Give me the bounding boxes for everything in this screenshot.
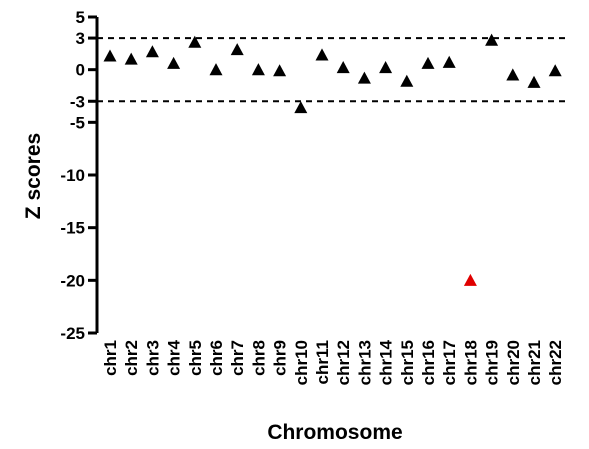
point-chr13 <box>357 71 371 84</box>
x-tick-label: chr7 <box>228 340 247 376</box>
x-tick-label: chr15 <box>398 340 417 385</box>
x-tick-label: chr9 <box>271 340 290 376</box>
point-chr15 <box>400 74 414 87</box>
x-tick-label: chr20 <box>504 340 523 385</box>
point-chr2 <box>124 52 138 65</box>
point-chr17 <box>442 55 456 68</box>
y-tick-label: 0 <box>76 61 85 80</box>
point-chr18 <box>463 273 477 286</box>
x-tick-label: chr8 <box>249 340 268 376</box>
x-tick-label: chr3 <box>143 340 162 376</box>
point-chr9 <box>273 64 287 77</box>
point-chr20 <box>506 68 520 81</box>
y-axis-title: Z scores <box>22 133 45 219</box>
y-tick-label: -25 <box>60 324 85 343</box>
point-chr22 <box>548 64 562 77</box>
x-tick-label: chr17 <box>440 340 459 385</box>
y-tick-label: -5 <box>70 113 85 132</box>
y-tick-label: -20 <box>60 271 85 290</box>
y-tick-label: -3 <box>70 92 85 111</box>
y-tick-label: 5 <box>76 8 85 27</box>
x-tick-label: chr2 <box>122 340 141 376</box>
x-tick-label: chr6 <box>207 340 226 376</box>
x-tick-label: chr10 <box>292 340 311 385</box>
point-chr10 <box>294 101 308 114</box>
y-tick-label: -15 <box>60 219 85 238</box>
point-chr6 <box>209 63 223 76</box>
point-chr4 <box>167 56 181 69</box>
point-chr7 <box>230 43 244 56</box>
x-tick-label: chr5 <box>186 340 205 376</box>
x-tick-label: chr11 <box>313 340 332 384</box>
point-chr5 <box>188 35 202 48</box>
point-chr12 <box>336 61 350 74</box>
x-tick-label: chr14 <box>377 339 396 385</box>
y-tick-label: -10 <box>60 166 85 185</box>
point-chr3 <box>145 45 159 58</box>
point-chr14 <box>379 61 393 74</box>
point-chr11 <box>315 48 329 61</box>
x-tick-label: chr1 <box>101 340 120 376</box>
x-axis-title: Chromosome <box>267 421 402 444</box>
point-chr19 <box>485 33 499 46</box>
x-tick-label: chr18 <box>461 340 480 385</box>
x-tick-label: chr22 <box>546 340 565 385</box>
x-tick-label: chr13 <box>355 340 374 385</box>
x-tick-label: chr21 <box>525 340 544 385</box>
x-tick-label: chr12 <box>334 340 353 385</box>
point-chr8 <box>251 63 265 76</box>
point-chr1 <box>103 49 117 62</box>
point-chr21 <box>527 75 541 88</box>
point-chr16 <box>421 56 435 69</box>
x-tick-label: chr19 <box>483 340 502 385</box>
y-tick-label: 3 <box>76 29 85 48</box>
x-tick-label: chr16 <box>419 340 438 385</box>
x-tick-label: chr4 <box>165 339 184 375</box>
